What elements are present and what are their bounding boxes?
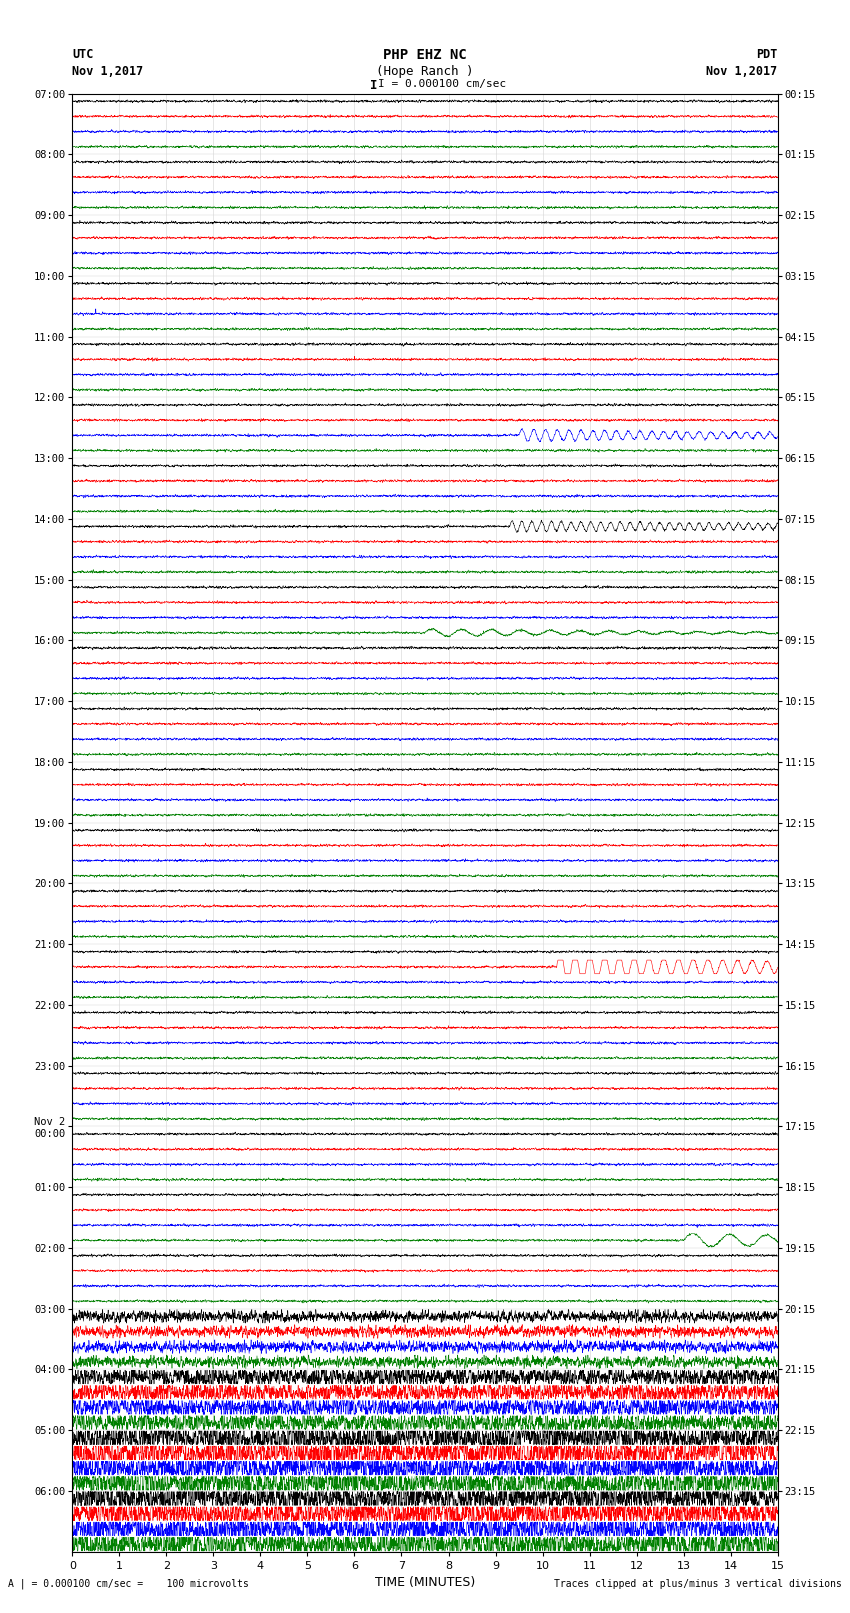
X-axis label: TIME (MINUTES): TIME (MINUTES) xyxy=(375,1576,475,1589)
Text: UTC: UTC xyxy=(72,48,94,61)
Text: Traces clipped at plus/minus 3 vertical divisions: Traces clipped at plus/minus 3 vertical … xyxy=(553,1579,842,1589)
Text: PHP EHZ NC: PHP EHZ NC xyxy=(383,48,467,63)
Text: Nov 1,2017: Nov 1,2017 xyxy=(72,65,144,77)
Text: PDT: PDT xyxy=(756,48,778,61)
Text: I: I xyxy=(371,79,377,92)
Text: A | = 0.000100 cm/sec =    100 microvolts: A | = 0.000100 cm/sec = 100 microvolts xyxy=(8,1579,249,1589)
Text: (Hope Ranch ): (Hope Ranch ) xyxy=(377,65,473,77)
Text: Nov 1,2017: Nov 1,2017 xyxy=(706,65,778,77)
Text: I = 0.000100 cm/sec: I = 0.000100 cm/sec xyxy=(378,79,507,89)
